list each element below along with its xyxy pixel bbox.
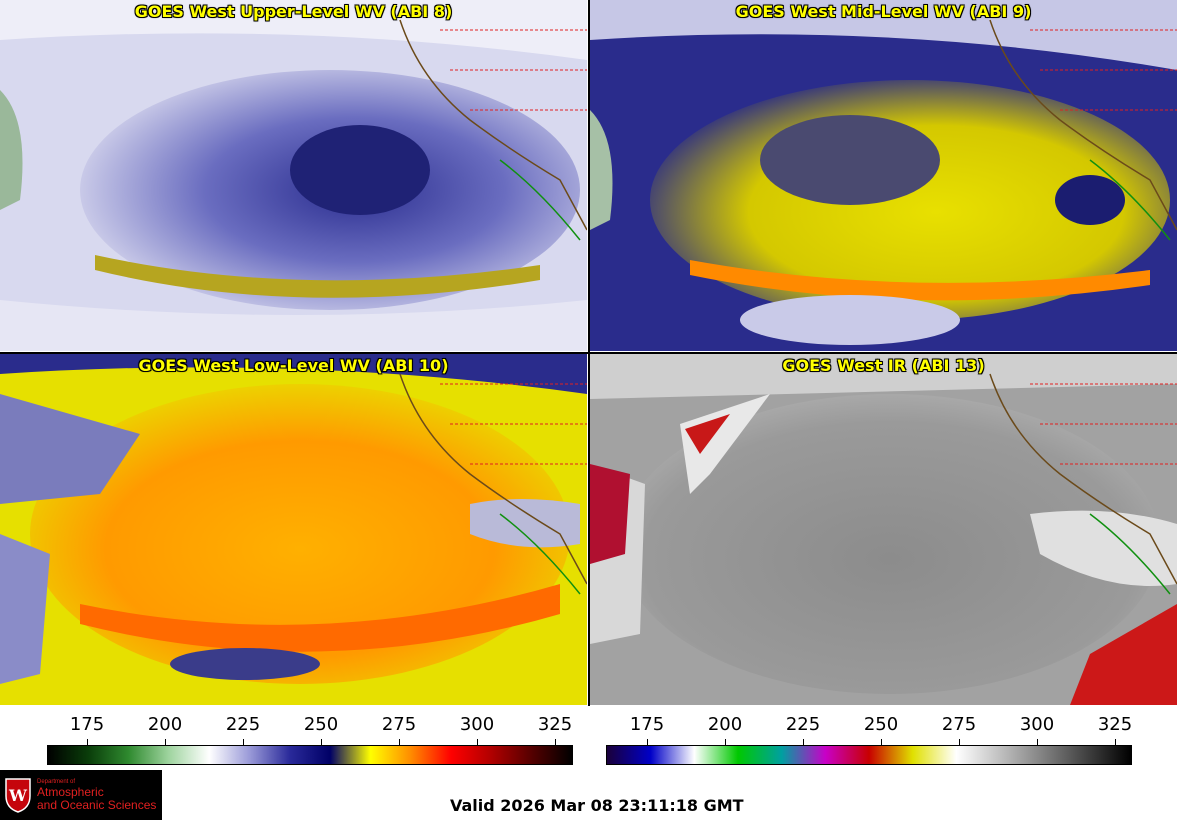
colorbar-tick-label: 275	[941, 714, 977, 735]
aos-logo: W Department of Atmospheric and Oceanic …	[0, 770, 162, 820]
colorbar-tick	[881, 739, 882, 745]
panel-low-level-wv: GOES West Low-Level WV (ABI 10)	[0, 354, 587, 705]
panel-ir: GOES West IR (ABI 13)	[590, 354, 1177, 705]
valid-time: Valid 2026 Mar 08 23:11:18 GMT	[450, 796, 744, 815]
panel-title: GOES West Low-Level WV (ABI 10)	[138, 356, 449, 375]
colorbar-tick	[555, 739, 556, 745]
upper-level-wv-image	[0, 0, 587, 351]
colorbar-tick	[1037, 739, 1038, 745]
colorbar-tick-label: 225	[225, 714, 261, 735]
colorbar-tick	[725, 739, 726, 745]
colorbar-tick	[477, 739, 478, 745]
colorbar-tick-label: 250	[863, 714, 899, 735]
colorbar-tick-label: 325	[1097, 714, 1133, 735]
panel-mid-level-wv: GOES West Mid-Level WV (ABI 9)	[590, 0, 1177, 351]
uw-crest-icon: W	[5, 778, 31, 813]
low-level-wv-image	[0, 354, 587, 705]
svg-text:W: W	[8, 786, 28, 805]
colorbar-tick-label: 175	[629, 714, 665, 735]
logo-text: Department of Atmospheric and Oceanic Sc…	[37, 778, 156, 812]
colorbar-tick	[399, 739, 400, 745]
colorbar-tick-label: 275	[381, 714, 417, 735]
panel-divider-horizontal	[0, 352, 1177, 354]
colorbar-tick	[165, 739, 166, 745]
panel-upper-level-wv: GOES West Upper-Level WV (ABI 8)	[0, 0, 587, 351]
colorbar-gradient	[47, 745, 573, 765]
colorbar-tick-label: 250	[303, 714, 339, 735]
colorbar-tick	[87, 739, 88, 745]
colorbar-wv: 175 200 225 250 275 300 325	[0, 706, 588, 766]
colorbar-tick-label: 175	[69, 714, 105, 735]
colorbar-tick-label: 300	[459, 714, 495, 735]
colorbar-gradient	[606, 745, 1132, 765]
colorbar-tick	[959, 739, 960, 745]
colorbar-tick-label: 325	[537, 714, 573, 735]
logo-department: Department of	[37, 779, 76, 785]
colorbar-tick-label: 225	[785, 714, 821, 735]
colorbar-tick-label: 200	[707, 714, 743, 735]
colorbar-tick-label: 300	[1019, 714, 1055, 735]
colorbar-tick	[243, 739, 244, 745]
panel-title: GOES West IR (ABI 13)	[782, 356, 985, 375]
ir-image	[590, 354, 1177, 705]
colorbar-tick	[803, 739, 804, 745]
logo-line2: and Oceanic Sciences	[37, 798, 157, 812]
colorbar-tick-label: 200	[147, 714, 183, 735]
panel-title: GOES West Mid-Level WV (ABI 9)	[735, 2, 1032, 21]
colorbar-tick	[321, 739, 322, 745]
panel-title: GOES West Upper-Level WV (ABI 8)	[134, 2, 453, 21]
colorbar-tick	[1115, 739, 1116, 745]
logo-line1: Atmospheric	[37, 785, 104, 799]
colorbar-tick	[647, 739, 648, 745]
mid-level-wv-image	[590, 0, 1177, 351]
colorbar-ir: 175 200 225 250 275 300 325	[590, 706, 1177, 766]
